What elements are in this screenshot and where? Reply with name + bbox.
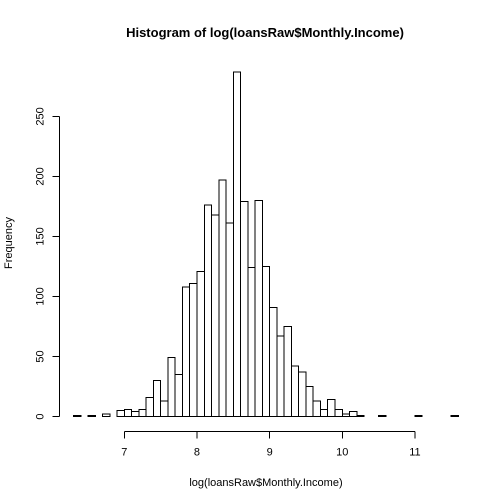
- histogram-bar: [349, 411, 358, 418]
- histogram-bars: [73, 71, 459, 418]
- histogram-bar: [319, 408, 329, 418]
- histogram-bar: [131, 411, 140, 418]
- histogram-bar: [123, 408, 133, 418]
- histogram-bar: [276, 335, 285, 418]
- histogram-bar: [218, 179, 227, 417]
- x-tick-label: 10: [336, 447, 348, 459]
- histogram-bar: [116, 409, 125, 418]
- histogram-bar: [87, 414, 96, 418]
- histogram-bar: [356, 414, 365, 418]
- histogram-bar: [240, 201, 249, 417]
- histogram-bar: [378, 414, 387, 418]
- histogram-bar: [261, 265, 271, 417]
- histogram-bar: [145, 396, 154, 418]
- histogram-bar: [269, 306, 278, 417]
- x-tick-label: 11: [409, 447, 420, 459]
- histogram-bar: [174, 373, 183, 417]
- x-axis: 7 8 9 10 11: [121, 431, 421, 459]
- histogram-bar: [298, 371, 307, 417]
- histogram-bar: [73, 414, 82, 418]
- histogram-bar: [290, 365, 300, 417]
- histogram-bar: [102, 413, 111, 418]
- histogram-bar: [232, 71, 242, 417]
- histogram-bar: [160, 400, 169, 418]
- histogram-bar: [334, 408, 343, 418]
- chart-title: Histogram of log(loansRaw$Monthly.Income…: [126, 25, 404, 40]
- x-axis-label: log(loansRaw$Monthly.Income): [189, 477, 342, 489]
- histogram-bar: [189, 282, 198, 417]
- x-tick-label: 9: [267, 447, 273, 459]
- histogram-bar: [167, 357, 176, 417]
- y-tick-label: 200: [35, 167, 47, 185]
- histogram-bar: [283, 325, 292, 418]
- histogram-bar: [254, 199, 263, 417]
- histogram-bar: [247, 267, 256, 417]
- histogram-bar: [152, 379, 162, 417]
- y-tick-label: 0: [35, 413, 47, 419]
- histogram-bar: [341, 413, 351, 418]
- x-tick-label: 7: [121, 447, 127, 459]
- y-axis: 0 50 100 150 200 250: [35, 107, 60, 420]
- histogram-bar: [414, 414, 423, 418]
- y-tick-label: 50: [35, 350, 47, 362]
- histogram-bar: [181, 286, 191, 417]
- y-tick-label: 100: [35, 287, 47, 305]
- y-axis-label: Frequency: [3, 217, 15, 269]
- histogram-bar: [211, 214, 220, 417]
- histogram-bar: [203, 204, 213, 417]
- histogram-bar: [305, 385, 314, 418]
- x-tick-label: 8: [194, 447, 200, 459]
- histogram-bar: [312, 400, 321, 418]
- histogram-bar: [450, 414, 459, 418]
- y-tick-label: 250: [35, 107, 47, 125]
- histogram-bar: [327, 399, 336, 418]
- histogram-bar: [138, 408, 147, 418]
- histogram-bar: [225, 222, 234, 417]
- histogram-bar: [196, 270, 205, 417]
- y-tick-label: 150: [35, 227, 47, 245]
